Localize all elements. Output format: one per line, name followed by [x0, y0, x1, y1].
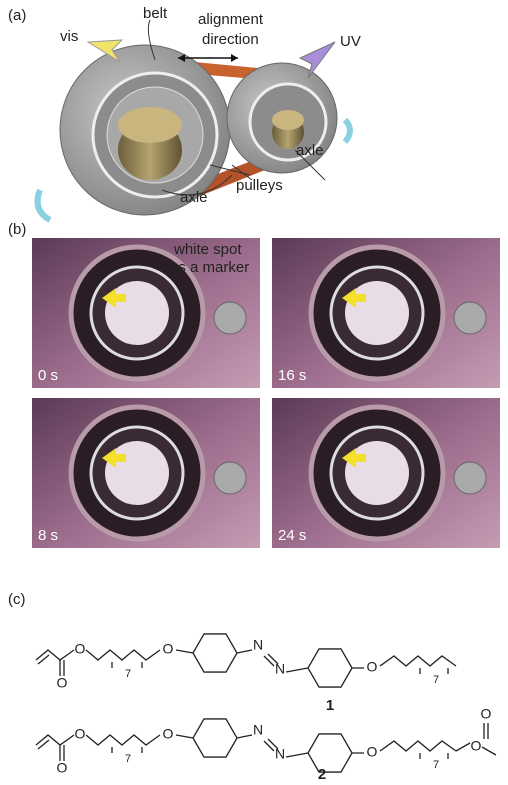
atom-label: O	[471, 738, 482, 754]
annotation: as a marker	[170, 259, 249, 276]
bond	[237, 735, 308, 757]
time-label: 24 s	[278, 527, 306, 544]
compound-number: 1	[326, 697, 334, 714]
atom-label: N	[275, 661, 285, 677]
atom-label: N	[253, 637, 263, 653]
page: (a) vis belt alignment direction UV axle…	[0, 0, 508, 785]
bond	[176, 735, 193, 738]
belt-label: belt	[143, 5, 168, 22]
atom-label: O	[367, 744, 378, 760]
atom-label: O	[57, 675, 68, 691]
atom-label: O	[163, 641, 174, 657]
panel-label: (b)	[8, 221, 26, 238]
bond	[60, 660, 64, 676]
bond	[36, 650, 74, 660]
atom-label: N	[253, 722, 263, 738]
bond	[308, 649, 352, 687]
pulleys-label: pulleys	[236, 177, 283, 194]
bond	[60, 745, 64, 761]
axle	[214, 462, 246, 494]
atom-label: O	[75, 641, 86, 657]
time-label: 16 s	[278, 367, 306, 384]
bond	[237, 650, 308, 672]
atom-label: O	[57, 760, 68, 776]
bond	[193, 719, 237, 757]
axle	[454, 462, 486, 494]
atom-label: 7	[125, 668, 131, 680]
bond	[308, 734, 352, 772]
figure: (a) vis belt alignment direction UV axle…	[0, 0, 508, 785]
annotation: white spot	[173, 241, 242, 258]
bond	[86, 735, 160, 745]
axle-label: axle	[296, 142, 324, 159]
atom-label: 7	[125, 753, 131, 765]
direction-label: direction	[202, 31, 259, 48]
bond	[193, 634, 237, 672]
panel-label: (c)	[8, 591, 26, 608]
alignment-label: alignment	[198, 11, 264, 28]
time-label: 8 s	[38, 527, 58, 544]
atom-label: 7	[433, 674, 439, 686]
atom-label: O	[481, 706, 492, 722]
axle-label: axle	[180, 189, 208, 206]
panel-label: (a)	[8, 7, 26, 24]
atom-label: O	[75, 726, 86, 742]
atom-label: 7	[433, 759, 439, 771]
atom-label: N	[275, 746, 285, 762]
axle	[214, 302, 246, 334]
bond	[86, 650, 160, 660]
bond	[36, 735, 74, 745]
time-label: 0 s	[38, 367, 58, 384]
atom-label: O	[367, 659, 378, 675]
uv-label: UV	[340, 33, 361, 50]
bond	[176, 650, 193, 653]
atom-label: O	[163, 726, 174, 742]
vis-label: vis	[60, 28, 78, 45]
compound-number: 2	[318, 766, 326, 783]
axle	[454, 302, 486, 334]
